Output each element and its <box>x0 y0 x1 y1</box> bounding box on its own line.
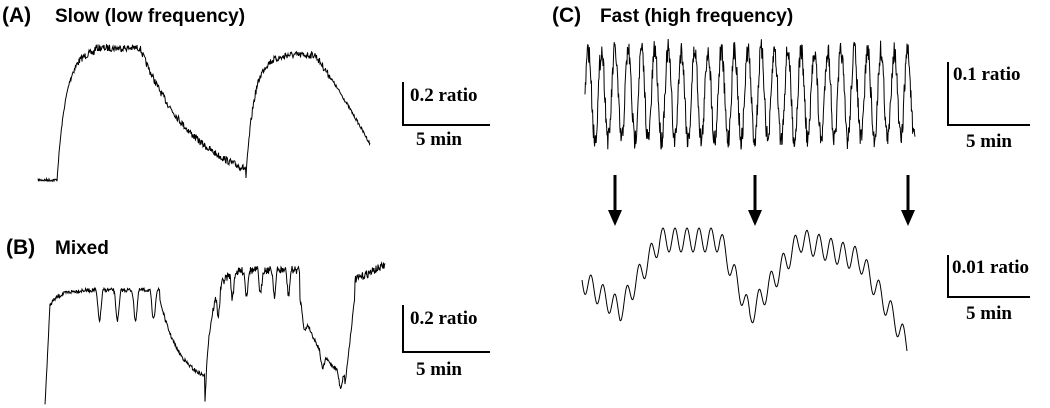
scale-y-label: 0.2 ratio <box>410 308 478 329</box>
trace-mixed <box>44 261 386 405</box>
scale-bar <box>402 82 490 126</box>
scale-bar <box>402 305 490 353</box>
scale-bar <box>947 255 1030 298</box>
scale-x-label: 5 min <box>416 359 462 380</box>
scale-bar <box>947 62 1030 126</box>
scale-y-label: 0.2 ratio <box>410 85 478 106</box>
panel-title: Slow (low frequency) <box>55 6 245 27</box>
panel-title: Mixed <box>55 238 109 259</box>
trace-zoom <box>581 227 908 352</box>
panel-label: (B) <box>6 236 35 259</box>
scale-x-label: 5 min <box>416 129 462 150</box>
trace-slow <box>37 43 371 183</box>
panel-label: (C) <box>552 4 581 27</box>
arrows <box>608 175 915 226</box>
panel-label: (A) <box>2 4 31 27</box>
scale-x-label: 5 min <box>966 131 1012 152</box>
trace-fast <box>584 38 916 150</box>
scale-y-label: 0.1 ratio <box>953 64 1021 85</box>
scale-y-label: 0.01 ratio <box>952 257 1029 278</box>
panel-title: Fast (high frequency) <box>600 6 793 27</box>
scale-x-label: 5 min <box>966 303 1012 324</box>
